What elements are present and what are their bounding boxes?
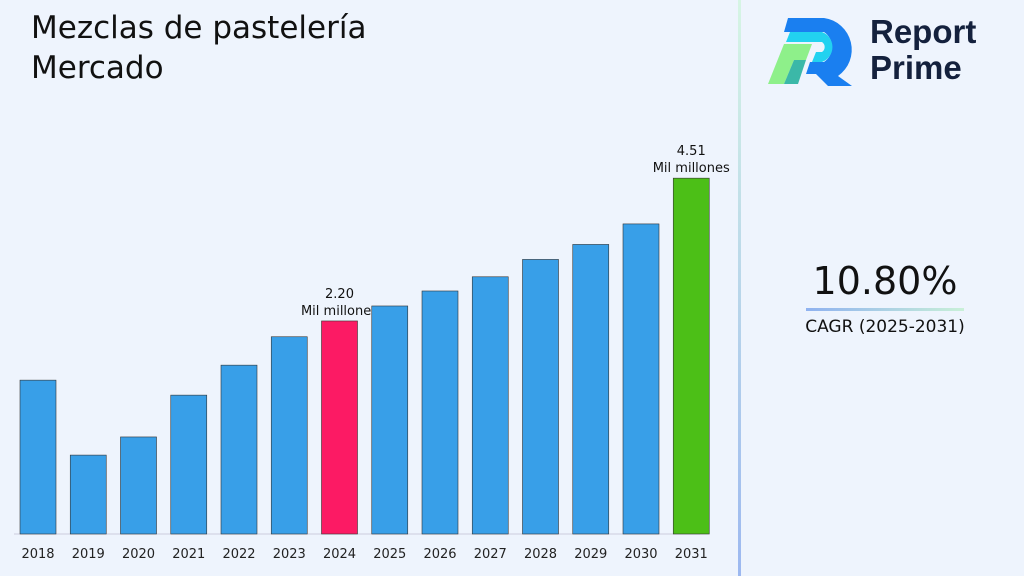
bar-2019 [69,454,107,535]
data-label-value: 4.51 [677,144,706,159]
bar-2029 [572,244,610,535]
x-tick-label: 2023 [273,547,306,562]
x-tick-label: 2030 [624,547,657,562]
bar-2020 [120,436,157,535]
x-tick-label: 2019 [72,547,105,562]
chart-title: Mezclas de pastelería Mercado [31,10,367,86]
x-tick-label: 2018 [21,547,54,562]
logo-line2: Prime [870,49,962,86]
data-label-value: 2.20 [325,287,354,302]
bar-2023 [270,336,308,535]
bar-2026 [421,290,459,535]
cagr-underline [806,308,964,311]
bar-2022 [220,364,258,535]
x-tick-label: 2029 [574,547,607,562]
bar-2028 [522,259,559,535]
x-tick-label: 2022 [222,547,255,562]
bar-2027 [471,276,509,535]
x-tick-label: 2020 [122,547,155,562]
logo-line1: Report [870,13,977,50]
x-tick-label: 2028 [524,547,557,562]
cagr-panel: 10.80% CAGR (2025-2031) [800,258,970,337]
bar-2024 [321,320,358,535]
report-prime-logo [768,18,852,86]
bar-2021 [170,394,208,535]
data-label-unit: Mil millones [301,304,378,319]
bar-2018 [19,379,57,535]
x-tick-label: 2021 [172,547,205,562]
divider [738,0,741,576]
data-label-unit: Mil millones [653,161,730,176]
x-tick-label: 2027 [474,547,507,562]
bar-2025 [371,305,409,535]
bar-chart: 2018 2019 2020 2021 2022 2023 2024 2.20 Mil mill… [14,144,730,562]
cagr-value: 10.80% [812,259,958,303]
x-tick-label: 2026 [423,547,456,562]
bar-2030 [622,223,660,535]
x-tick-label: 2025 [373,547,406,562]
bar-2031 [672,177,710,535]
cagr-label: CAGR (2025-2031) [805,317,965,337]
logo-text: Report Prime [870,14,976,86]
x-tick-label: 2024 [323,547,356,562]
x-tick-label: 2031 [675,547,708,562]
